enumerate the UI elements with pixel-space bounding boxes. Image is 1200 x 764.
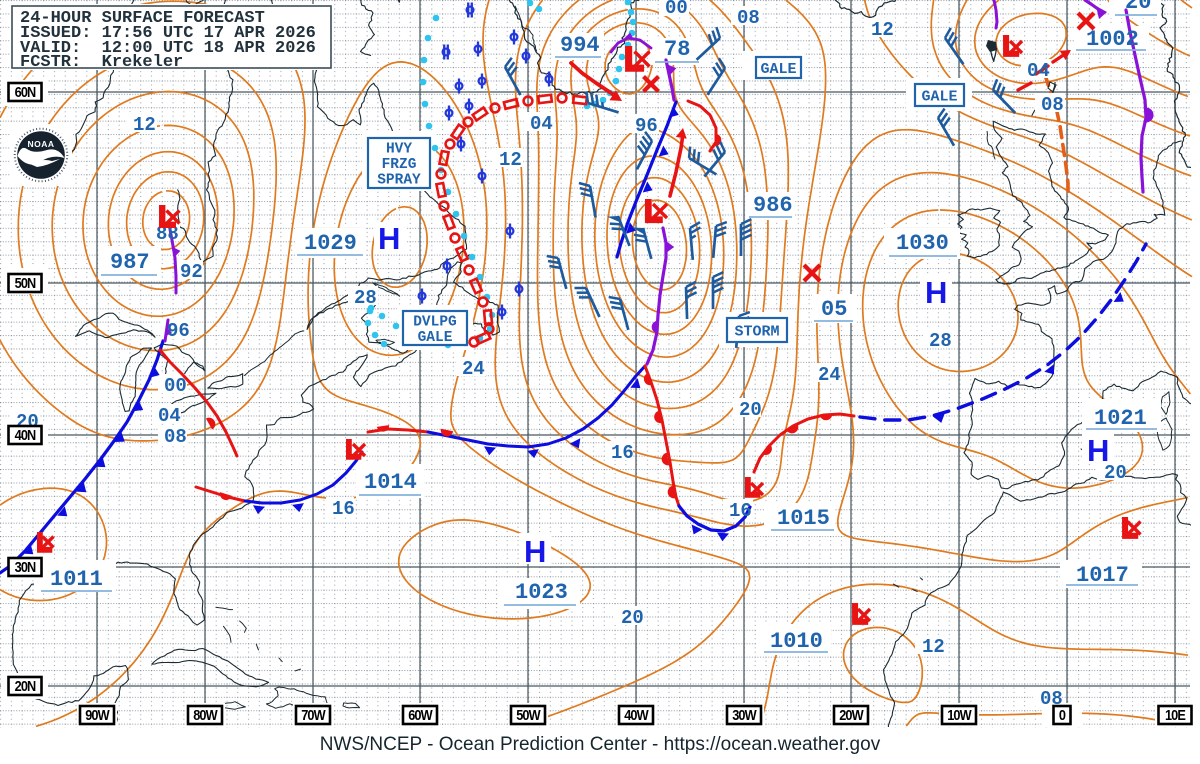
svg-text:92: 92 xyxy=(180,261,203,283)
svg-text:20: 20 xyxy=(621,607,644,629)
svg-text:50N: 50N xyxy=(15,275,36,291)
svg-text:HVY: HVY xyxy=(386,142,412,158)
svg-text:78: 78 xyxy=(664,37,690,62)
svg-text:60N: 60N xyxy=(15,84,36,100)
svg-text:H: H xyxy=(378,221,400,256)
svg-text:12: 12 xyxy=(871,19,894,41)
svg-text:986: 986 xyxy=(753,193,793,218)
svg-text:GALE: GALE xyxy=(418,330,453,346)
svg-text:12: 12 xyxy=(922,636,945,658)
svg-text:50W: 50W xyxy=(516,707,541,723)
svg-text:NWS/NCEP - Ocean Prediction Ce: NWS/NCEP - Ocean Prediction Center - htt… xyxy=(320,734,881,755)
svg-text:GALE: GALE xyxy=(921,88,957,105)
svg-text:24: 24 xyxy=(462,358,485,380)
svg-text:96: 96 xyxy=(167,320,190,342)
svg-text:20: 20 xyxy=(739,399,762,421)
svg-text:12: 12 xyxy=(133,114,156,136)
svg-text:30N: 30N xyxy=(15,559,36,575)
svg-text:16: 16 xyxy=(729,500,752,522)
svg-text:NOAA: NOAA xyxy=(27,139,54,149)
svg-text:28: 28 xyxy=(929,330,952,352)
svg-text:16: 16 xyxy=(611,442,634,464)
svg-text:08: 08 xyxy=(164,426,187,448)
svg-text:04: 04 xyxy=(530,113,553,135)
svg-text:00: 00 xyxy=(164,375,187,397)
svg-text:DVLPG: DVLPG xyxy=(413,314,457,330)
svg-text:04: 04 xyxy=(1027,60,1050,82)
svg-text:987: 987 xyxy=(110,250,150,275)
svg-text:1014: 1014 xyxy=(364,470,417,495)
svg-text:12: 12 xyxy=(499,149,522,171)
svg-text:04: 04 xyxy=(158,405,181,427)
svg-text:08: 08 xyxy=(1040,688,1063,710)
svg-text:1015: 1015 xyxy=(777,506,830,531)
svg-text:40N: 40N xyxy=(15,427,36,443)
svg-text:90W: 90W xyxy=(85,707,110,723)
svg-text:20: 20 xyxy=(1125,0,1151,15)
svg-text:FCSTR: Krekeler: FCSTR: Krekeler xyxy=(20,53,183,72)
svg-text:1010: 1010 xyxy=(770,629,823,654)
svg-text:88: 88 xyxy=(156,223,179,245)
svg-text:16: 16 xyxy=(332,498,355,520)
svg-text:1029: 1029 xyxy=(304,231,357,256)
svg-text:08: 08 xyxy=(1041,94,1064,116)
svg-text:28: 28 xyxy=(354,287,377,309)
svg-text:VALID: 12:00 UTC 18 APR 2026: VALID: 12:00 UTC 18 APR 2026 xyxy=(20,39,316,58)
svg-text:SPRAY: SPRAY xyxy=(377,173,421,189)
svg-text:STORM: STORM xyxy=(734,323,779,340)
svg-text:60W: 60W xyxy=(408,707,433,723)
svg-text:GALE: GALE xyxy=(760,61,796,78)
svg-text:00: 00 xyxy=(665,0,688,19)
svg-text:1030: 1030 xyxy=(896,231,949,256)
svg-text:40W: 40W xyxy=(624,707,649,723)
svg-text:20N: 20N xyxy=(15,678,36,694)
svg-text:H: H xyxy=(925,275,947,310)
svg-text:FRZG: FRZG xyxy=(382,157,417,173)
svg-text:96: 96 xyxy=(635,115,658,137)
svg-text:20: 20 xyxy=(1104,462,1127,484)
svg-text:20W: 20W xyxy=(839,707,864,723)
svg-text:05: 05 xyxy=(821,297,847,322)
svg-text:08: 08 xyxy=(737,7,760,29)
svg-text:H: H xyxy=(524,534,546,569)
svg-text:1023: 1023 xyxy=(515,580,568,605)
svg-text:24: 24 xyxy=(818,364,841,386)
svg-text:1021: 1021 xyxy=(1094,406,1147,431)
svg-text:H: H xyxy=(1087,433,1109,468)
svg-text:1011: 1011 xyxy=(50,567,103,592)
svg-text:30W: 30W xyxy=(732,707,757,723)
svg-text:ISSUED: 17:56 UTC 17 APR 2026: ISSUED: 17:56 UTC 17 APR 2026 xyxy=(20,24,316,43)
svg-text:24-HOUR SURFACE FORECAST: 24-HOUR SURFACE FORECAST xyxy=(20,9,265,28)
svg-text:1002: 1002 xyxy=(1086,27,1139,52)
svg-text:70W: 70W xyxy=(301,707,326,723)
svg-text:10E: 10E xyxy=(1165,707,1186,723)
svg-text:1017: 1017 xyxy=(1076,563,1129,588)
svg-text:0: 0 xyxy=(1059,707,1066,723)
svg-text:994: 994 xyxy=(560,33,600,58)
svg-text:10W: 10W xyxy=(947,707,972,723)
svg-text:80W: 80W xyxy=(193,707,218,723)
